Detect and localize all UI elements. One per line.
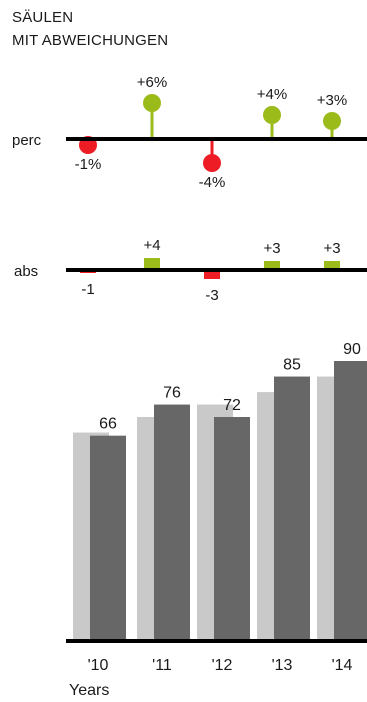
chart-title-line-2: MIT ABWEICHUNGEN (12, 32, 169, 49)
perc-marker (263, 106, 281, 124)
perc-data-label: +4% (257, 86, 287, 103)
abs-data-label: +3 (263, 240, 280, 257)
perc-marker (323, 112, 341, 130)
abs-data-label: -3 (205, 287, 218, 304)
column-data-label: 76 (163, 385, 181, 402)
x-tick-label: '14 (332, 657, 353, 674)
x-tick-label: '13 (272, 657, 293, 674)
column-data-label: 72 (223, 397, 241, 414)
abs-data-label: +3 (323, 240, 340, 257)
column-data-label: 90 (343, 341, 361, 358)
column-data-label: 66 (99, 416, 117, 433)
abs-axis-label: abs (14, 263, 38, 280)
abs-variance-bar (144, 258, 160, 270)
abs-variance-bar (324, 261, 340, 270)
current-year-bar (274, 376, 310, 641)
perc-marker (203, 154, 221, 172)
column-data-label: 85 (283, 357, 301, 374)
perc-data-label: +3% (317, 92, 347, 109)
current-year-bar (154, 404, 190, 641)
chart-title-line-1: SÄULEN (12, 9, 74, 26)
perc-data-label: -4% (199, 174, 226, 191)
percentage-variance-chart: -1% +6% -4% +4% +3% perc (12, 74, 367, 191)
perc-marker (143, 94, 161, 112)
main-column-chart: 66 '10 76 '11 72 '12 85 '13 90 '14 Years (66, 341, 367, 699)
x-tick-label: '11 (152, 657, 172, 674)
abs-variance-bar (204, 270, 220, 279)
absolute-variance-chart: -1 +4 -3 +3 +3 abs (14, 237, 367, 304)
current-year-bar (334, 361, 367, 641)
x-tick-label: '10 (88, 657, 109, 674)
perc-data-label: +6% (137, 74, 167, 91)
perc-axis-label: perc (12, 132, 42, 149)
current-year-bar (214, 417, 250, 641)
x-axis-label: Years (69, 682, 109, 699)
abs-data-label: +4 (143, 237, 160, 254)
perc-data-label: -1% (75, 156, 102, 173)
x-tick-label: '12 (212, 657, 233, 674)
abs-data-label: -1 (81, 281, 94, 298)
abs-variance-bar (264, 261, 280, 270)
current-year-bar (90, 435, 126, 641)
